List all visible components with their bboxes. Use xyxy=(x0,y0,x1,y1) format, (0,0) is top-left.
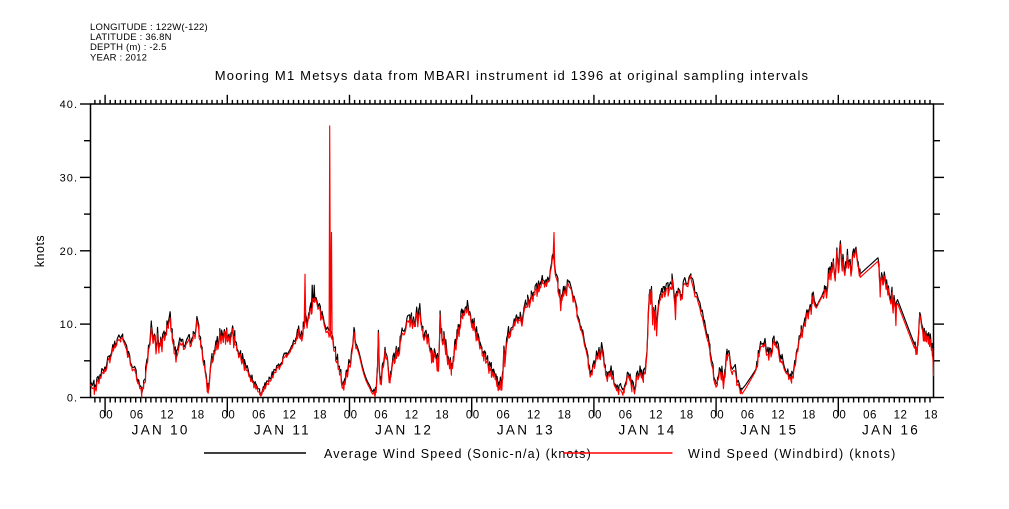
svg-text:18: 18 xyxy=(191,410,205,422)
svg-text:18: 18 xyxy=(558,410,572,422)
svg-text:06: 06 xyxy=(863,410,877,422)
svg-text:12: 12 xyxy=(160,410,174,422)
svg-text:12: 12 xyxy=(894,410,908,422)
svg-text:JAN 14: JAN 14 xyxy=(619,423,677,438)
svg-text:00: 00 xyxy=(710,410,724,422)
svg-text:06: 06 xyxy=(130,410,144,422)
svg-text:00: 00 xyxy=(222,410,236,422)
svg-text:Wind Speed (Windbird) (knots): Wind Speed (Windbird) (knots) xyxy=(688,447,897,461)
svg-text:JAN 12: JAN 12 xyxy=(375,423,433,438)
svg-text:LATITUDE : 36.8N: LATITUDE : 36.8N xyxy=(90,32,172,43)
svg-text:06: 06 xyxy=(497,410,511,422)
svg-text:06: 06 xyxy=(374,410,388,422)
svg-text:06: 06 xyxy=(741,410,755,422)
svg-text:00: 00 xyxy=(588,410,602,422)
svg-text:JAN 16: JAN 16 xyxy=(862,423,920,438)
svg-text:LONGITUDE : 122W(-122): LONGITUDE : 122W(-122) xyxy=(90,22,208,33)
svg-text:18: 18 xyxy=(924,410,938,422)
svg-text:12: 12 xyxy=(283,410,297,422)
svg-text:10.: 10. xyxy=(60,319,79,331)
svg-text:knots: knots xyxy=(33,235,47,267)
svg-text:12: 12 xyxy=(771,410,785,422)
svg-text:18: 18 xyxy=(435,410,449,422)
svg-text:18: 18 xyxy=(802,410,816,422)
svg-text:06: 06 xyxy=(252,410,266,422)
svg-text:00: 00 xyxy=(466,410,480,422)
svg-text:DEPTH (m) : -2.5: DEPTH (m) : -2.5 xyxy=(90,42,167,53)
svg-text:18: 18 xyxy=(680,410,694,422)
svg-text:00: 00 xyxy=(99,410,113,422)
svg-text:40.: 40. xyxy=(60,99,79,111)
svg-text:JAN 11: JAN 11 xyxy=(254,423,311,438)
svg-text:0.: 0. xyxy=(67,393,78,405)
svg-text:12: 12 xyxy=(527,410,541,422)
svg-text:12: 12 xyxy=(649,410,663,422)
svg-text:18: 18 xyxy=(313,410,327,422)
svg-text:JAN 15: JAN 15 xyxy=(740,423,798,438)
svg-text:00: 00 xyxy=(344,410,358,422)
svg-text:20.: 20. xyxy=(60,246,79,258)
svg-text:JAN 13: JAN 13 xyxy=(497,423,555,438)
svg-text:30.: 30. xyxy=(60,172,79,184)
svg-text:Average Wind Speed (Sonic-n/a): Average Wind Speed (Sonic-n/a) (knots) xyxy=(324,447,592,461)
svg-text:JAN 10: JAN 10 xyxy=(132,423,190,438)
svg-text:12: 12 xyxy=(405,410,419,422)
svg-text:00: 00 xyxy=(833,410,847,422)
svg-text:YEAR : 2012: YEAR : 2012 xyxy=(90,52,147,63)
svg-text:Mooring M1 Metsys data from MB: Mooring M1 Metsys data from MBARI instru… xyxy=(215,68,810,83)
svg-text:06: 06 xyxy=(619,410,633,422)
